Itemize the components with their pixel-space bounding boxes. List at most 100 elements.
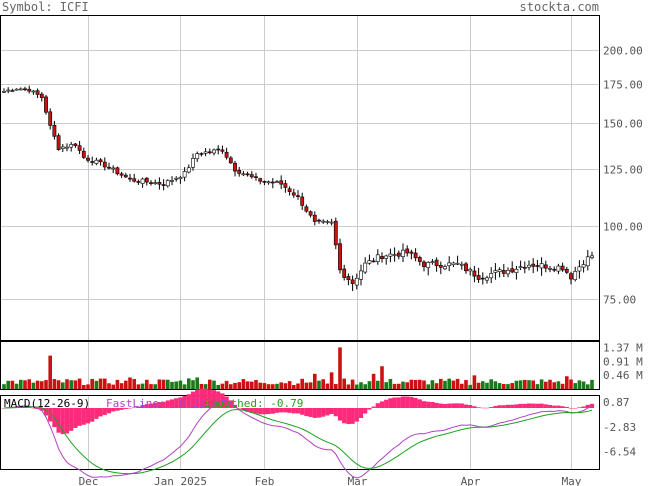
candle-body — [35, 90, 40, 95]
volume-bar — [586, 384, 590, 389]
macd-histogram-bar — [266, 408, 271, 415]
candle-body — [182, 171, 187, 178]
volume-bar — [136, 384, 141, 389]
macd-histogram-bar — [123, 408, 128, 409]
time-tick-label: Apr — [461, 475, 481, 486]
candle-body — [23, 88, 27, 91]
volume-bars — [2, 347, 594, 389]
macd-histogram-bar — [216, 391, 221, 408]
macd-histogram-bar — [405, 396, 410, 408]
macd-histogram-bar — [258, 408, 263, 415]
candle-body — [115, 167, 120, 175]
candle-body — [506, 269, 510, 275]
candle-body — [497, 269, 502, 272]
volume-bar — [69, 380, 73, 389]
candle-body — [161, 184, 166, 186]
candle-body — [275, 181, 279, 183]
macd-histogram-bar — [489, 407, 494, 408]
macd-histogram-bar — [333, 408, 338, 417]
candle-body — [132, 178, 137, 182]
volume-bar — [565, 376, 569, 389]
volume-bar — [233, 382, 237, 389]
macd-histogram-bar — [493, 406, 498, 408]
volume-bar — [203, 384, 208, 389]
time-tick-label: Feb — [255, 475, 275, 486]
volume-bar — [581, 381, 586, 389]
candle-body — [258, 178, 263, 182]
candle-body — [535, 265, 540, 267]
candle-body — [531, 263, 536, 267]
macd-histogram-bar — [270, 408, 275, 414]
macd-histogram-bar — [144, 404, 149, 408]
candle-body — [304, 206, 309, 212]
volume-bar — [220, 383, 225, 389]
macd-histogram-bar — [585, 404, 590, 408]
volume-bar — [98, 378, 103, 389]
macd-histogram-bar — [375, 403, 380, 408]
volume-bar — [128, 377, 132, 389]
candle-body — [233, 162, 237, 172]
volume-bar — [544, 381, 548, 389]
volume-bar — [279, 382, 283, 389]
macd-histogram-bar — [526, 403, 532, 408]
macd-histogram-bar — [102, 408, 107, 415]
macd-histogram-bar — [283, 408, 288, 413]
volume-bar — [493, 381, 498, 389]
candle-body — [346, 276, 351, 280]
macd-histogram-bar — [153, 402, 158, 408]
volume-bar — [325, 383, 330, 389]
candle-body — [539, 263, 544, 269]
candle-body — [401, 249, 405, 257]
candle-body — [371, 260, 376, 263]
volume-bar — [355, 384, 359, 389]
volume-panel — [0, 341, 600, 390]
candle-body — [123, 174, 128, 178]
candle-body — [489, 273, 494, 279]
candle-body — [514, 268, 519, 273]
candle-body — [342, 268, 347, 278]
macd-histogram-bar — [43, 408, 49, 416]
macd-histogram-bar — [207, 389, 212, 408]
volume-bar — [359, 382, 363, 389]
volume-bar — [65, 379, 69, 389]
candle-body — [350, 279, 355, 284]
symbol-label: Symbol: ICFI — [2, 0, 89, 14]
candle-body — [73, 143, 78, 146]
candle-body — [380, 256, 384, 259]
candle-body — [220, 149, 225, 152]
macd-histogram-bar — [413, 397, 418, 408]
macd-histogram-bar — [224, 396, 229, 408]
volume-bar — [229, 384, 233, 389]
macd-histogram-bar — [39, 408, 44, 411]
macd-tick-label: -2.83 — [603, 421, 636, 434]
candle-body — [144, 177, 149, 183]
macd-histogram-bar — [253, 408, 259, 414]
candle-body — [98, 159, 103, 162]
candle-body — [149, 182, 153, 184]
macd-histogram-bar — [342, 408, 347, 424]
candle-body — [590, 255, 594, 258]
candle-body — [111, 167, 116, 170]
candle-body — [77, 145, 82, 151]
volume-bar — [10, 380, 15, 389]
price-tick-label: 200.00 — [603, 45, 643, 58]
macd-histogram-bar — [274, 408, 280, 413]
volume-bar — [363, 384, 367, 389]
macd-histogram-bar — [300, 408, 305, 415]
price-axis: 200.00 175.00 150.00 125.00 100.00 75.00 — [603, 45, 643, 307]
volume-bar — [439, 378, 443, 389]
macd-histogram-bar — [48, 408, 53, 422]
candle-body — [501, 270, 506, 274]
candle-body — [417, 257, 422, 262]
macd-histogram-bar — [73, 408, 78, 428]
candle-body — [81, 150, 86, 158]
macd-histogram-bar — [371, 406, 376, 408]
candle-body — [2, 90, 6, 93]
time-tick-label: Dec — [79, 475, 99, 486]
macd-smoothed-label: Smoothed: -0.79 — [204, 397, 303, 410]
volume-bar — [40, 381, 44, 389]
candle-body — [203, 151, 208, 154]
volume-bar — [514, 380, 519, 389]
macd-histogram-bar — [438, 403, 443, 408]
volume-bar — [485, 382, 489, 389]
